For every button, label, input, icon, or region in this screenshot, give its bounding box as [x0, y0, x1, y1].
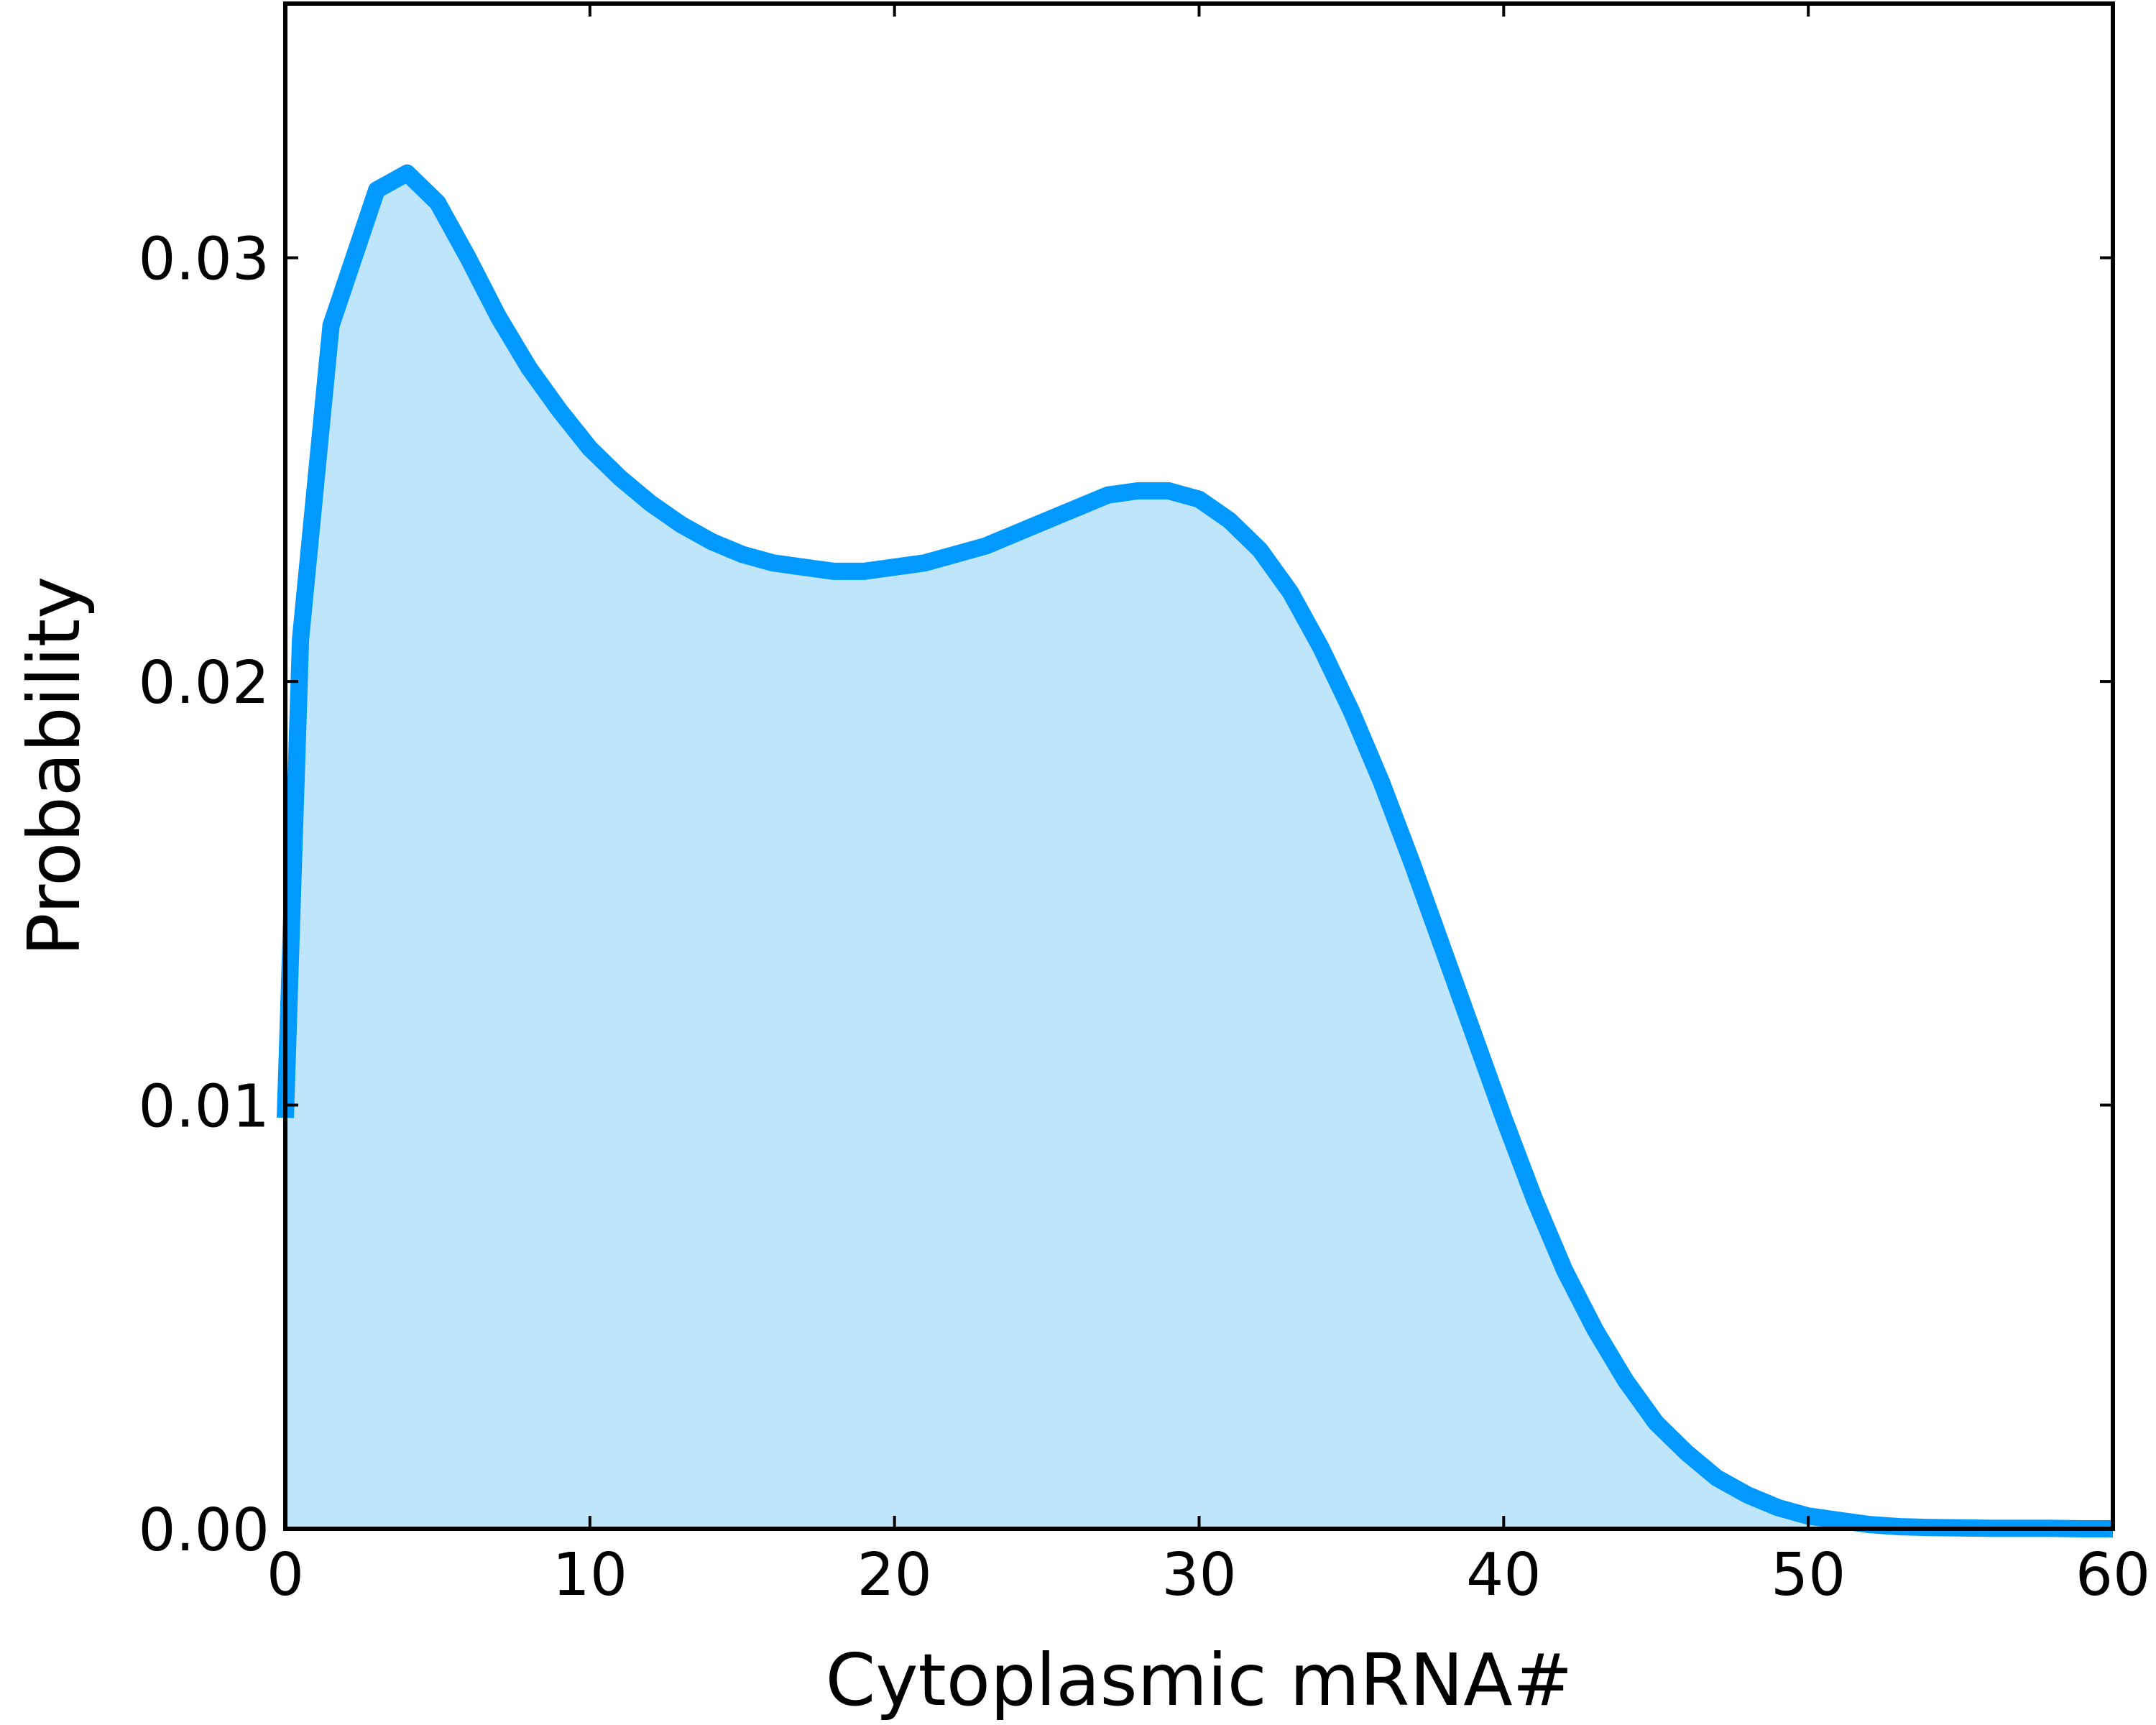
- plot-frame: [283, 1, 2115, 1531]
- y-tick-label: 0.01: [138, 1073, 270, 1141]
- series-area-0: [285, 172, 2113, 1529]
- x-tick-label: 20: [857, 1541, 931, 1609]
- x-tick-label: 40: [1466, 1541, 1541, 1609]
- x-tick-label: 10: [553, 1541, 627, 1609]
- x-tick-label: 30: [1161, 1541, 1236, 1609]
- y-axis-label: Probability: [12, 576, 96, 957]
- x-tick-label: 0: [267, 1541, 304, 1609]
- x-tick-label: 60: [2076, 1541, 2150, 1609]
- y-tick-label: 0.02: [138, 649, 270, 717]
- tick-labels: 0 10 20 30 40 50 60 0.00 0.01 0.02 0.03: [138, 226, 2150, 1609]
- x-tick-label: 50: [1771, 1541, 1846, 1609]
- x-axis-label: Cytoplasmic mRNA#: [826, 1638, 1573, 1722]
- y-tick-label: 0.00: [138, 1496, 270, 1565]
- y-tick-label: 0.03: [138, 226, 270, 294]
- plot-content: [277, 164, 2113, 1537]
